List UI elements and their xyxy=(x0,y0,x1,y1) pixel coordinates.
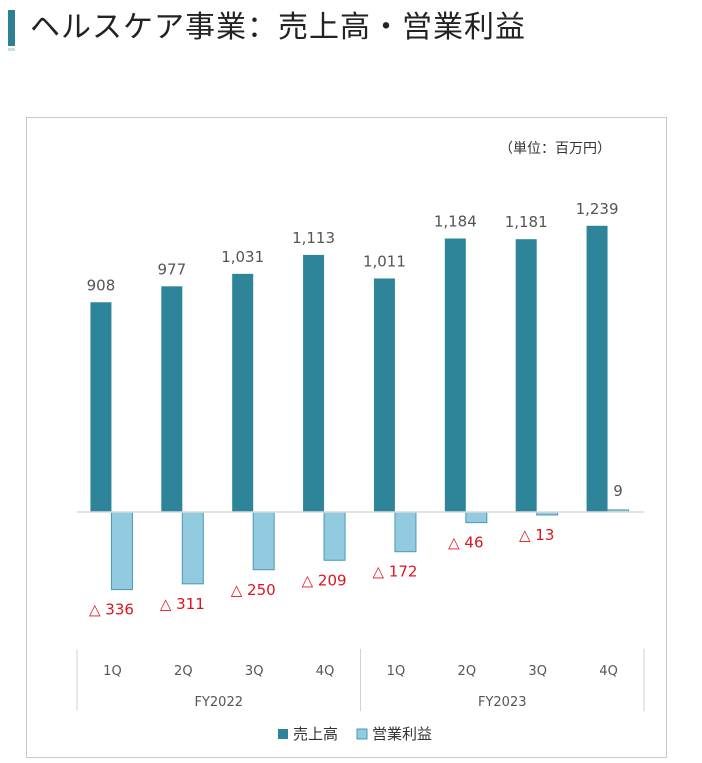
sales-value-label: 1,011 xyxy=(363,252,406,270)
operating-profit-bar xyxy=(323,511,346,561)
bars-layer: 908 △ 336 977 △ 311 1,031 △ 250 1,113 △ 209 1,01… xyxy=(87,200,630,619)
sales-bar xyxy=(90,302,112,512)
sales-value-label: 977 xyxy=(157,260,186,278)
operating-profit-value-label: △ 46 xyxy=(448,534,483,552)
sales-bar xyxy=(444,238,466,512)
fiscal-year-label: FY2023 xyxy=(478,695,527,710)
bar-chart: （単位：百万円） 908 △ 336 977 △ 311 1,031 △ 250 1,113… xyxy=(76,141,645,743)
sales-bar xyxy=(586,225,608,512)
legend-swatch xyxy=(356,728,368,740)
legend-label: 営業利益 xyxy=(372,725,432,743)
quarter-tick-label: 2Q xyxy=(174,664,193,679)
sales-bar xyxy=(373,278,395,512)
operating-profit-bar xyxy=(394,511,417,553)
quarter-tick-label: 2Q xyxy=(458,664,477,679)
quarter-tick-label: 3Q xyxy=(528,664,547,679)
title-accent-underline xyxy=(8,48,15,51)
sales-value-label: 1,113 xyxy=(292,229,335,247)
legend-label: 売上高 xyxy=(293,725,338,743)
operating-profit-value-label: △ 13 xyxy=(519,526,554,544)
operating-profit-bar xyxy=(252,511,275,571)
operating-profit-value-label: 9 xyxy=(613,482,623,500)
operating-profit-value-label: △ 311 xyxy=(160,595,205,613)
quarter-tick-label: 4Q xyxy=(599,664,618,679)
sales-bar xyxy=(515,239,537,512)
title-accent-bar xyxy=(8,10,15,46)
operating-profit-value-label: △ 250 xyxy=(231,581,276,599)
quarter-tick-label: 4Q xyxy=(316,664,335,679)
sales-value-label: 1,031 xyxy=(221,248,264,266)
legend-swatch xyxy=(278,729,288,739)
sales-value-label: 1,239 xyxy=(576,200,619,218)
quarter-tick-label: 3Q xyxy=(245,664,264,679)
category-axis: 1Q 2Q 3Q 4Q 1Q 2Q 3Q 4Q FY2022 FY2023 xyxy=(76,649,645,711)
sales-bar xyxy=(232,273,254,512)
chart-panel: （単位：百万円） 908 △ 336 977 △ 311 1,031 △ 250 1,113… xyxy=(26,117,667,758)
operating-profit-bar xyxy=(465,511,488,524)
operating-profit-bar xyxy=(110,511,133,591)
legend: 売上高 営業利益 xyxy=(278,725,432,743)
page-title: ヘルスケア事業：売上高・営業利益 xyxy=(30,10,526,45)
unit-label: （単位：百万円） xyxy=(499,141,611,157)
fiscal-year-label: FY2022 xyxy=(194,695,243,710)
quarter-tick-label: 1Q xyxy=(103,664,122,679)
sales-value-label: 908 xyxy=(87,276,116,294)
quarter-tick-label: 1Q xyxy=(387,664,406,679)
operating-profit-value-label: △ 336 xyxy=(89,601,134,619)
operating-profit-value-label: △ 209 xyxy=(302,571,347,589)
sales-bar xyxy=(161,286,183,512)
sales-value-label: 1,184 xyxy=(434,212,477,230)
operating-profit-value-label: △ 172 xyxy=(372,563,417,581)
operating-profit-bar xyxy=(181,511,204,585)
sales-value-label: 1,181 xyxy=(505,213,548,231)
sales-bar xyxy=(303,254,325,512)
